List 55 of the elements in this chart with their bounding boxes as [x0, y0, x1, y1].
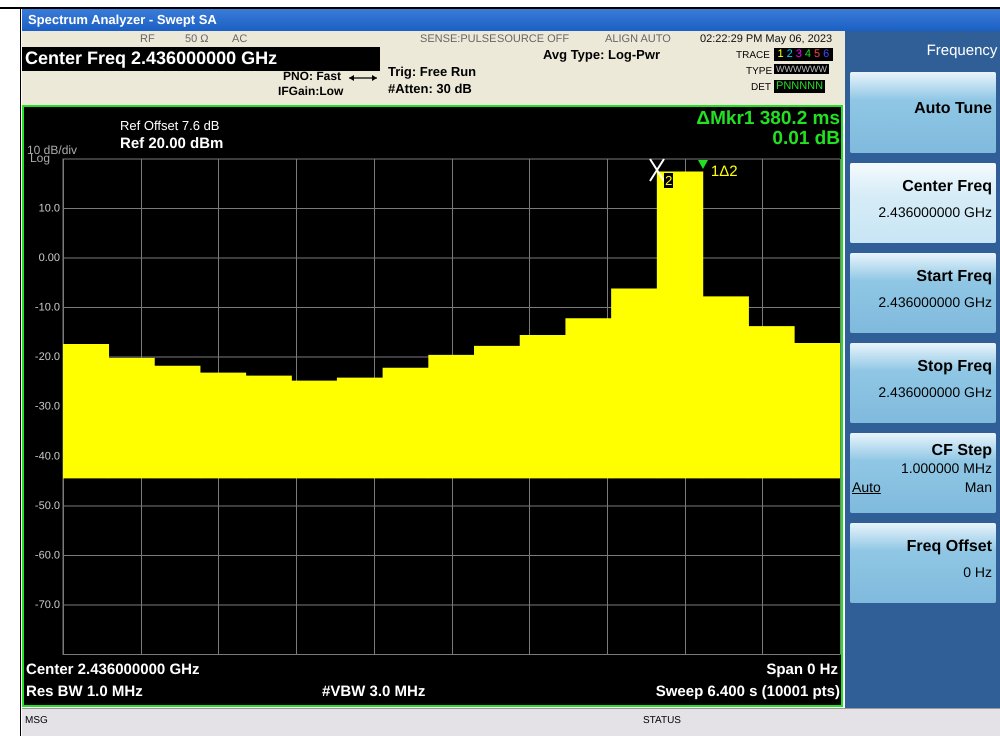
text: 50 Ω — [185, 33, 209, 46]
text: Ref Offset 7.6 dB — [120, 118, 220, 134]
y-tick-label: 10.0 — [38, 202, 60, 215]
source-note: SOURCE OFF — [497, 33, 570, 46]
text: Res BW 1.0 MHz — [26, 683, 143, 700]
text: ΔMkr1 380.2 ms — [696, 108, 840, 130]
text: MSG — [25, 715, 48, 726]
text: TYPE — [746, 66, 772, 78]
text: CF Step — [932, 442, 992, 460]
text: TRACE — [736, 50, 770, 62]
y-tick-label: -10.0 — [34, 302, 60, 314]
y-tick-label: 0.00 — [38, 252, 60, 264]
text: #Atten: 30 dB — [388, 81, 472, 97]
chart-title: Spectrum Analyzer - Swept SA — [28, 12, 217, 27]
text: Center Freq — [902, 178, 992, 196]
text: Avg Type: Log-Pwr — [543, 47, 660, 63]
y-tick-label: -40.0 — [34, 450, 60, 462]
text: 2.436000000 GHz — [878, 204, 992, 220]
y-tick-label: -50.0 — [34, 500, 60, 512]
text: Auto Tune — [914, 100, 992, 118]
text: Span 0 Hz — [766, 661, 838, 678]
annotation: 2 — [664, 172, 674, 188]
text: Sweep 6.400 s (10001 pts) — [656, 683, 840, 700]
text: IFGain:Low — [278, 84, 344, 99]
text: Center Freq 2.436000000 GHz — [25, 48, 278, 69]
text: Start Freq — [916, 268, 992, 286]
text: Center 2.436000000 GHz — [26, 661, 200, 678]
text: Trig: Free Run — [388, 64, 476, 80]
text: 2.436000000 GHz — [878, 384, 992, 400]
text: STATUS — [643, 715, 681, 726]
text: WWWWWW — [774, 64, 829, 74]
y-tick-label: -70.0 — [34, 598, 60, 611]
text: Ref 20.00 dBm — [120, 135, 224, 152]
text: 0 Hz — [963, 564, 992, 580]
text: Freq Offset — [906, 538, 992, 556]
text: DET — [751, 82, 771, 94]
text: 2.436000000 GHz — [878, 294, 992, 310]
y-tick-label: -20.0 — [34, 351, 60, 364]
y-tick-label: -30.0 — [34, 400, 60, 413]
annotation: 1Δ2 — [710, 162, 738, 180]
text: 0.01 dB — [772, 128, 840, 150]
text: SENSE:PULSE — [420, 33, 496, 46]
text: Stop Freq — [917, 358, 992, 376]
text: 1.000000 MHz — [900, 460, 992, 476]
y-tick-label: -60.0 — [34, 549, 60, 562]
text: 02:22:29 PM May 06, 2023 — [700, 33, 832, 46]
text: PNO: Fast — [283, 69, 342, 84]
text: Man — [964, 479, 992, 496]
text: RF — [140, 33, 155, 46]
text: ALIGN AUTO — [605, 33, 671, 46]
text: AC — [232, 33, 248, 46]
text: Frequency — [926, 42, 998, 60]
text: Auto — [852, 479, 881, 496]
text: PNNNNN — [774, 80, 826, 93]
text: #VBW 3.0 MHz — [322, 683, 426, 700]
